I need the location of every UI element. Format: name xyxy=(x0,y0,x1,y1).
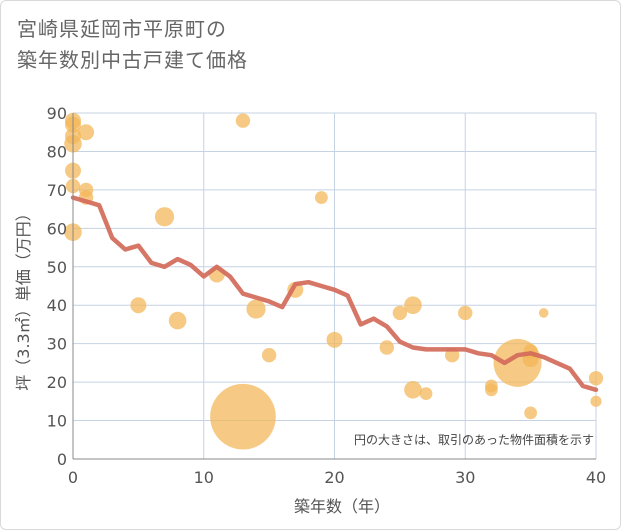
chart-title-line2: 築年数別中古戸建て価格 xyxy=(17,48,248,72)
y-axis-label: 坪（3.3㎡）単価（万円） xyxy=(14,205,33,390)
bubble-point-7 xyxy=(78,124,95,141)
x-tick-label-20: 20 xyxy=(324,468,344,487)
x-tick-label-10: 10 xyxy=(194,468,214,487)
bubble-point-20 xyxy=(326,331,343,348)
y-tick-label-50: 50 xyxy=(47,258,67,277)
bubble-series xyxy=(64,112,604,450)
bubble-point-23 xyxy=(404,296,422,315)
grid-lines xyxy=(73,112,597,459)
trend-series xyxy=(70,195,599,393)
bubble-point-36 xyxy=(590,395,602,407)
y-tick-label-10: 10 xyxy=(47,412,67,431)
x-axis-label: 築年数（年） xyxy=(294,497,390,516)
bubble-point-35 xyxy=(588,371,604,386)
x-tick-label-30: 30 xyxy=(455,468,475,487)
y-tick-label-80: 80 xyxy=(47,142,67,161)
bubble-point-16 xyxy=(246,299,266,319)
bubble-point-15 xyxy=(210,383,276,450)
bubble-point-11 xyxy=(154,207,175,227)
bubble-point-10 xyxy=(130,297,147,314)
bubble-point-14 xyxy=(235,113,251,128)
bubble-point-33 xyxy=(524,406,538,420)
bubble-point-17 xyxy=(261,348,277,363)
bubble-size-note: 円の大きさは、取引のあった物件面積を示す xyxy=(354,432,594,447)
bubble-point-34 xyxy=(538,308,549,318)
bubble-point-19 xyxy=(315,191,328,204)
y-tick-label-20: 20 xyxy=(47,373,67,392)
bubble-point-24 xyxy=(404,381,422,399)
bubble-point-29 xyxy=(485,383,498,397)
y-tick-label-60: 60 xyxy=(47,219,67,238)
y-tick-label-90: 90 xyxy=(47,104,67,123)
bubble-point-21 xyxy=(379,340,394,355)
bubble-point-22 xyxy=(392,305,408,321)
chart-title: 宮崎県延岡市平原町の 築年数別中古戸建て価格 xyxy=(17,14,248,76)
axes: 0 10 20 30 40 50 60 70 80 90 0 10 20 30 40 xyxy=(47,104,607,487)
y-tick-label-0: 0 xyxy=(57,450,67,469)
y-tick-label-40: 40 xyxy=(47,296,67,315)
bubble-point-25 xyxy=(419,387,433,401)
bubble-point-27 xyxy=(458,305,473,321)
bubble-point-12 xyxy=(168,311,187,330)
y-tick-label-70: 70 xyxy=(47,181,67,200)
x-tick-label-0: 0 xyxy=(68,468,78,487)
x-tick-label-40: 40 xyxy=(586,468,606,487)
chart-title-line1: 宮崎県延岡市平原町の xyxy=(17,17,227,41)
y-tick-label-30: 30 xyxy=(47,335,67,354)
trend-line xyxy=(70,195,599,393)
